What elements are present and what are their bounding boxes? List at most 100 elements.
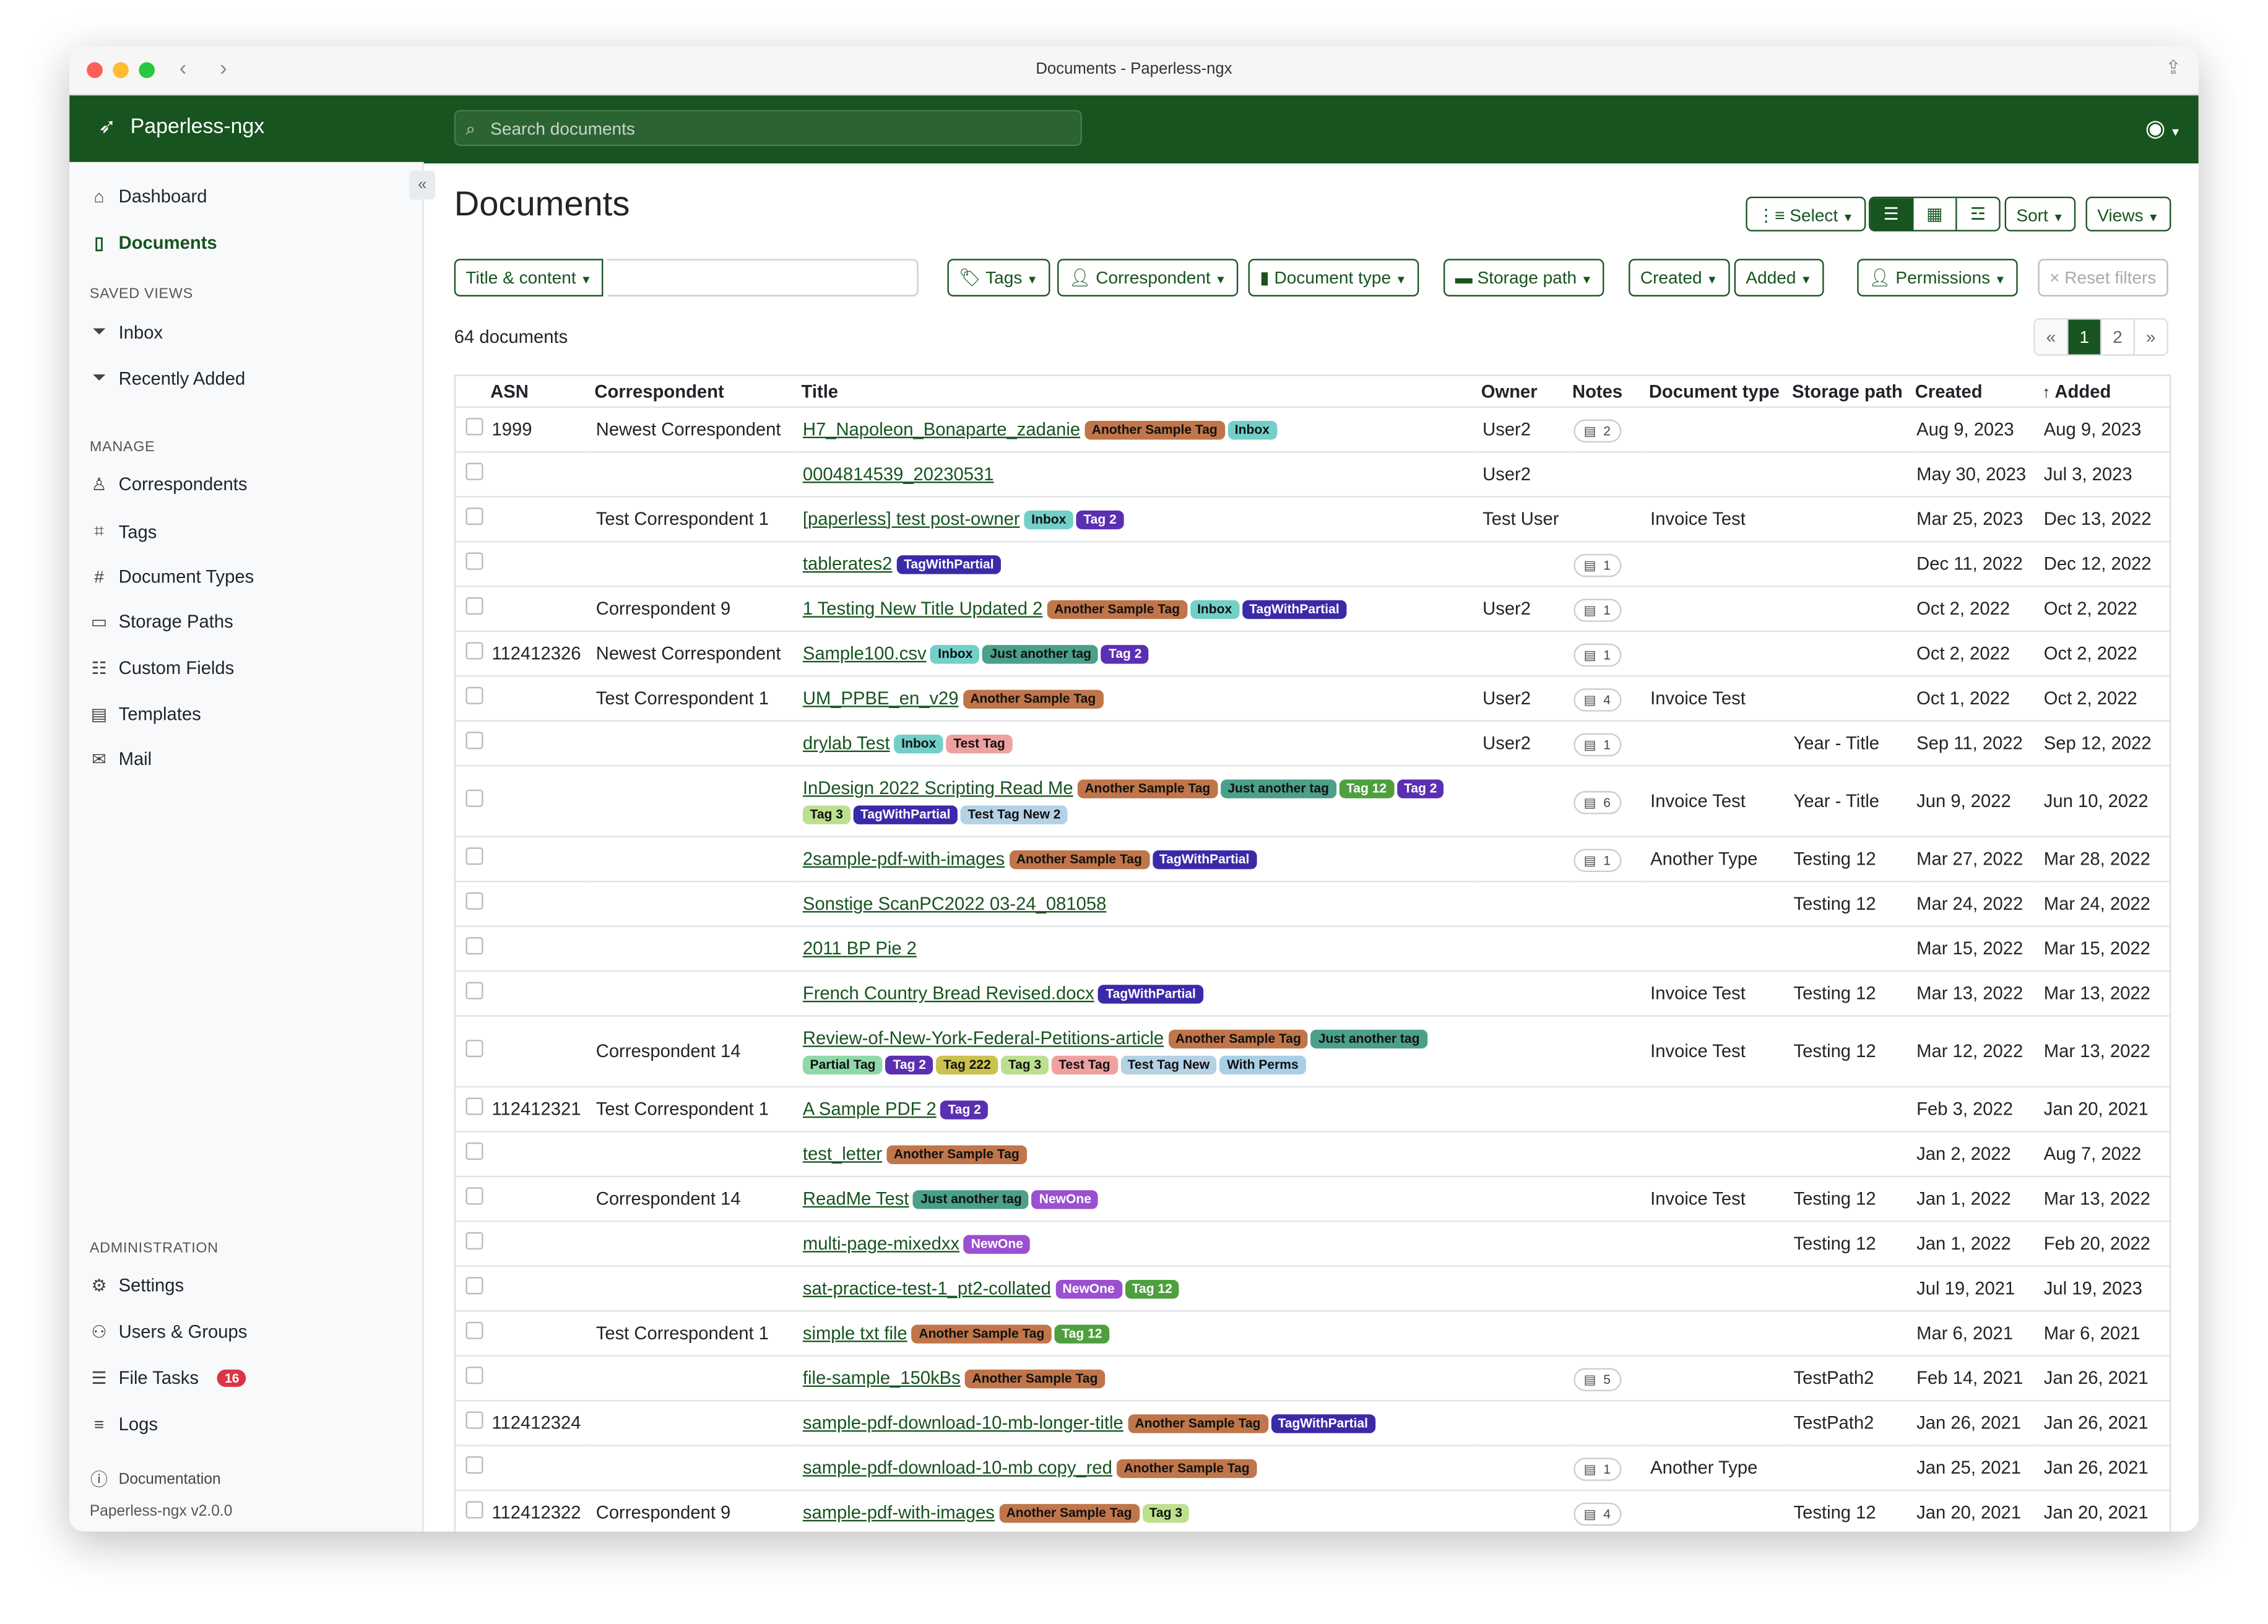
- tag-badge[interactable]: Just another tag: [982, 645, 1099, 665]
- tag-badge[interactable]: With Perms: [1219, 1056, 1306, 1075]
- header-storage-path[interactable]: Storage path: [1792, 381, 1903, 402]
- table-row[interactable]: 1999 Newest Correspondent H7_Napoleon_Bona…: [456, 406, 2170, 452]
- document-title-link[interactable]: 0004814539_20230531: [802, 464, 994, 485]
- row-checkbox[interactable]: [465, 1321, 483, 1339]
- tag-badge[interactable]: Another Sample Tag: [1116, 1459, 1257, 1479]
- tag-badge[interactable]: Tag 12: [1054, 1324, 1110, 1344]
- pager-page-1[interactable]: 1: [2068, 319, 2102, 355]
- row-checkbox[interactable]: [465, 552, 483, 570]
- row-checkbox[interactable]: [465, 937, 483, 955]
- row-checkbox[interactable]: [465, 982, 483, 1000]
- tag-badge[interactable]: Partial Tag: [802, 1056, 883, 1075]
- notes-badge[interactable]: ▤ 1: [1573, 733, 1621, 757]
- row-checkbox[interactable]: [465, 1097, 483, 1115]
- tag-badge[interactable]: TagWithPartial: [1098, 985, 1203, 1004]
- row-checkbox[interactable]: [465, 1456, 483, 1474]
- tag-badge[interactable]: Tag 3: [802, 806, 850, 825]
- row-checkbox[interactable]: [465, 508, 483, 525]
- header-owner[interactable]: Owner: [1481, 381, 1538, 402]
- tag-badge[interactable]: Inbox: [1024, 511, 1074, 530]
- large-cards-view-icon[interactable]: ☲: [1970, 204, 1986, 225]
- tag-badge[interactable]: Just another tag: [913, 1190, 1029, 1209]
- document-title-link[interactable]: file-sample_150kBs: [802, 1368, 961, 1389]
- tag-badge[interactable]: Another Sample Tag: [1168, 1030, 1309, 1049]
- storage-path-filter[interactable]: ▬ Storage path ▼: [1443, 259, 1604, 297]
- sidebar-item-inbox[interactable]: ⏷ Inbox: [90, 321, 163, 343]
- tag-badge[interactable]: TagWithPartial: [896, 555, 1002, 575]
- small-cards-view-icon[interactable]: ▦: [1913, 198, 1957, 230]
- notes-badge[interactable]: ▤ 5: [1573, 1368, 1621, 1391]
- tag-badge[interactable]: Inbox: [930, 645, 980, 665]
- table-row[interactable]: French Country Bread Revised.docx TagWith…: [456, 970, 2170, 1016]
- sidebar-item-templates[interactable]: ▤ Templates: [90, 704, 201, 725]
- pager-prev[interactable]: «: [2035, 319, 2069, 355]
- tag-badge[interactable]: NewOne: [1032, 1190, 1099, 1209]
- document-title-link[interactable]: InDesign 2022 Scripting Read Me: [802, 778, 1073, 798]
- row-checkbox[interactable]: [465, 462, 483, 480]
- pager-page-2[interactable]: 2: [2101, 319, 2135, 355]
- documentation-link[interactable]: ⓘ Documentation: [90, 1466, 221, 1491]
- table-row[interactable]: Test Correspondent 1 UM_PPBE_en_v29 Anothe…: [456, 675, 2170, 721]
- tag-badge[interactable]: Test Tag New 2: [960, 806, 1068, 825]
- table-row[interactable]: 112412324 sample-pdf-download-10-mb-longe…: [456, 1399, 2170, 1446]
- sidebar-item-correspondents[interactable]: ♙ Correspondents: [90, 474, 247, 495]
- sidebar-item-mail[interactable]: ✉ Mail: [90, 749, 152, 769]
- close-window-button[interactable]: [87, 62, 103, 79]
- tag-badge[interactable]: Tag 3: [1001, 1056, 1049, 1075]
- row-checkbox[interactable]: [465, 847, 483, 865]
- sidebar-item-document-types[interactable]: # Document Types: [90, 567, 254, 587]
- document-title-link[interactable]: sample-pdf-with-images: [802, 1502, 995, 1523]
- forward-icon[interactable]: ›: [220, 56, 227, 81]
- collapse-sidebar-button[interactable]: «: [409, 170, 436, 200]
- document-title-link[interactable]: simple txt file: [802, 1323, 907, 1344]
- views-button[interactable]: Views ▼: [2085, 196, 2171, 231]
- document-title-link[interactable]: multi-page-mixedxx: [802, 1233, 960, 1254]
- sidebar-item-tags[interactable]: ⌗ Tags: [90, 520, 157, 542]
- share-icon[interactable]: ⇪: [2165, 56, 2181, 79]
- tag-badge[interactable]: Tag 2: [885, 1056, 933, 1075]
- table-row[interactable]: sat-practice-test-1_pt2-collated NewOne Ta…: [456, 1265, 2170, 1311]
- document-title-link[interactable]: tablerates2: [802, 553, 893, 574]
- notes-badge[interactable]: ▤ 1: [1573, 553, 1621, 577]
- tag-badge[interactable]: Another Sample Tag: [886, 1146, 1027, 1165]
- table-row[interactable]: file-sample_150kBs Another Sample Tag ▤ 5 Te…: [456, 1355, 2170, 1401]
- sidebar-item-storage-paths[interactable]: ▭ Storage Paths: [90, 611, 233, 632]
- document-title-link[interactable]: H7_Napoleon_Bonaparte_zadanie: [802, 419, 1081, 440]
- table-row[interactable]: 0004814539_20230531 User2 May 30, 2023 Jul …: [456, 451, 2170, 497]
- row-checkbox[interactable]: [465, 597, 483, 615]
- header-correspondent[interactable]: Correspondent: [594, 381, 724, 402]
- row-checkbox[interactable]: [465, 1277, 483, 1295]
- header-document-type[interactable]: Document type: [1648, 381, 1780, 402]
- tag-badge[interactable]: NewOne: [964, 1235, 1031, 1255]
- sidebar-item-users-groups[interactable]: ⚇ Users & Groups: [90, 1322, 247, 1342]
- tag-badge[interactable]: Another Sample Tag: [963, 690, 1103, 709]
- document-title-link[interactable]: Sample100.csv: [802, 643, 927, 664]
- back-icon[interactable]: ‹: [179, 56, 187, 81]
- document-type-filter[interactable]: ▮ Document type ▼: [1248, 259, 1419, 297]
- brand[interactable]: ➶ Paperless-ngx: [98, 116, 264, 139]
- row-checkbox[interactable]: [465, 1187, 483, 1205]
- tag-badge[interactable]: TagWithPartial: [1270, 1414, 1375, 1434]
- row-checkbox[interactable]: [465, 789, 483, 807]
- table-row[interactable]: 2011 BP Pie 2 Mar 15, 2022 Mar 15, 2022: [456, 925, 2170, 972]
- document-title-link[interactable]: A Sample PDF 2: [802, 1099, 937, 1120]
- notes-badge[interactable]: ▤ 1: [1573, 598, 1621, 622]
- title-content-input[interactable]: [607, 259, 919, 297]
- reset-filters-button[interactable]: × Reset filters: [2038, 259, 2168, 297]
- document-title-link[interactable]: Sonstige ScanPC2022 03-24_081058: [802, 894, 1107, 914]
- table-row[interactable]: 112412326 Newest Correspondent Sample100.c…: [456, 630, 2170, 676]
- header-notes[interactable]: Notes: [1572, 381, 1623, 402]
- document-title-link[interactable]: sample-pdf-download-10-mb-longer-title: [802, 1412, 1123, 1433]
- document-title-link[interactable]: 2sample-pdf-with-images: [802, 849, 1005, 870]
- tag-badge[interactable]: Tag 222: [936, 1056, 998, 1075]
- row-checkbox[interactable]: [465, 1411, 483, 1429]
- sidebar-item-settings[interactable]: ⚙ Settings: [90, 1276, 184, 1296]
- tag-badge[interactable]: Tag 2: [1101, 645, 1149, 665]
- notes-badge[interactable]: ▤ 1: [1573, 643, 1621, 667]
- tag-badge[interactable]: Tag 3: [1141, 1504, 1190, 1524]
- header-created[interactable]: Created: [1915, 381, 1983, 402]
- table-row[interactable]: 2sample-pdf-with-images Another Sample Ta…: [456, 836, 2170, 882]
- document-title-link[interactable]: French Country Bread Revised.docx: [802, 983, 1094, 1004]
